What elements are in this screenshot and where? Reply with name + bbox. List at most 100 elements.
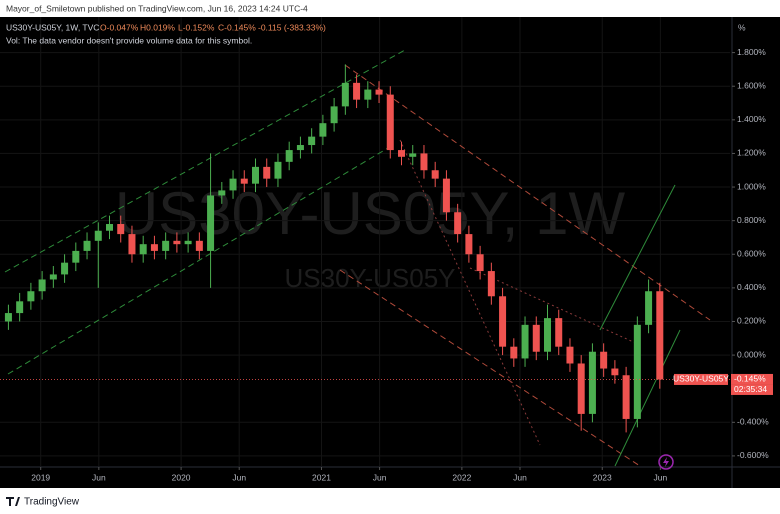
candle-body <box>465 234 473 255</box>
y-tick-label: 1.000% <box>737 181 766 191</box>
candle-body <box>274 161 282 179</box>
price-tag-label: -0.145% <box>734 374 766 384</box>
candle-body <box>409 153 417 157</box>
candle-body <box>555 318 563 347</box>
y-tick-label: 1.200% <box>737 148 766 158</box>
candle-body <box>656 291 664 380</box>
volume-note: Vol: The data vendor doesn't provide vol… <box>6 35 252 45</box>
candle-body <box>353 82 361 100</box>
candle-body <box>296 145 304 151</box>
candle-body <box>386 94 394 151</box>
grid <box>0 17 730 466</box>
candle-body <box>544 318 551 352</box>
brand: TradingView <box>24 497 80 508</box>
candle-body <box>117 224 125 235</box>
candle-body <box>487 271 495 297</box>
candle-body <box>330 106 338 124</box>
y-tick-label: 0.200% <box>737 316 766 326</box>
price-tag <box>731 373 773 385</box>
ohlc-low: L-0.152% <box>178 22 215 32</box>
candle-body <box>195 240 203 251</box>
candle-body <box>139 244 147 255</box>
candle-body <box>240 178 248 184</box>
candle-body <box>622 375 630 419</box>
candle-body <box>285 150 293 162</box>
candle-body <box>442 178 450 213</box>
alert-icon[interactable] <box>658 454 674 470</box>
trend-line <box>599 184 676 331</box>
publisher: Mayor_of_Smiletown published on TradingV… <box>6 3 308 13</box>
candle-body <box>510 346 518 359</box>
y-tick-label: 1.400% <box>737 114 766 124</box>
watermark: US30Y-US05Y, 1W <box>115 180 626 247</box>
candle-body <box>308 136 316 146</box>
candle-body <box>38 279 46 292</box>
candle-body <box>83 240 91 251</box>
candle-body <box>364 89 372 100</box>
countdown-tag <box>731 384 773 395</box>
symbol: US30Y-US05Y, 1W, TVC <box>6 22 99 32</box>
channel-line <box>399 139 541 446</box>
y-tick-label: 1.600% <box>737 80 766 90</box>
candle-body <box>577 363 585 414</box>
x-tick-label: Jun <box>654 472 668 482</box>
y-unit: % <box>738 22 746 32</box>
candle-body <box>16 301 24 314</box>
candle-body <box>184 240 192 245</box>
candle-body <box>454 212 462 235</box>
candle-body <box>341 82 349 107</box>
x-tick-label: 2020 <box>172 472 191 482</box>
candle-body <box>600 351 608 369</box>
candle-body <box>49 274 57 280</box>
candle-body <box>499 296 507 347</box>
x-tick-label: Jun <box>513 472 527 482</box>
x-tick-label: Jun <box>92 472 106 482</box>
footer <box>0 488 780 514</box>
ohlc-open: O-0.047% <box>100 22 139 32</box>
watermark-sub: US30Y-US05Y <box>284 263 455 293</box>
candle-body <box>263 166 271 179</box>
candle-body <box>633 324 641 419</box>
channel-line <box>7 147 389 375</box>
x-tick-label: 2022 <box>452 472 471 482</box>
ohlc-high: H0.019% <box>140 22 175 32</box>
candle-body <box>207 195 215 251</box>
candle-body <box>94 230 102 241</box>
candle-body <box>611 368 619 376</box>
candle-body <box>375 89 383 95</box>
channel-line <box>469 267 641 346</box>
logo <box>6 497 20 506</box>
candle-body <box>431 170 439 179</box>
candle-body <box>476 254 484 272</box>
symbol-tag-label: US30Y-US05Y <box>673 374 729 384</box>
trend-line <box>614 329 681 467</box>
candle-body <box>173 240 181 245</box>
candle-body <box>27 291 35 302</box>
candle-body <box>150 244 158 251</box>
y-tick-label: 0.000% <box>737 349 766 359</box>
candle-body <box>645 291 653 325</box>
candle-body <box>319 123 327 137</box>
candle-body <box>106 224 113 231</box>
alert-icon-bolt <box>663 457 669 467</box>
channel-line <box>344 64 711 321</box>
y-tick-label: 0.800% <box>737 215 766 225</box>
candle-body <box>521 324 529 359</box>
candle-body <box>4 313 12 322</box>
candle-body <box>566 346 574 364</box>
ohlc-close: C-0.145% <box>218 22 256 32</box>
symbol-tag <box>674 373 728 385</box>
candle-body <box>218 190 226 196</box>
candle-body <box>61 262 69 275</box>
candle-body <box>252 166 259 184</box>
x-tick-label: Jun <box>232 472 246 482</box>
x-tick-label: 2023 <box>593 472 612 482</box>
y-tick-label: 0.600% <box>737 249 766 259</box>
candle-body <box>420 153 428 171</box>
x-tick-label: 2021 <box>312 472 331 482</box>
candle-body <box>72 250 80 263</box>
y-tick-label: -0.600% <box>737 450 769 460</box>
y-tick-label: -0.400% <box>737 417 769 427</box>
candle-body <box>532 324 540 352</box>
